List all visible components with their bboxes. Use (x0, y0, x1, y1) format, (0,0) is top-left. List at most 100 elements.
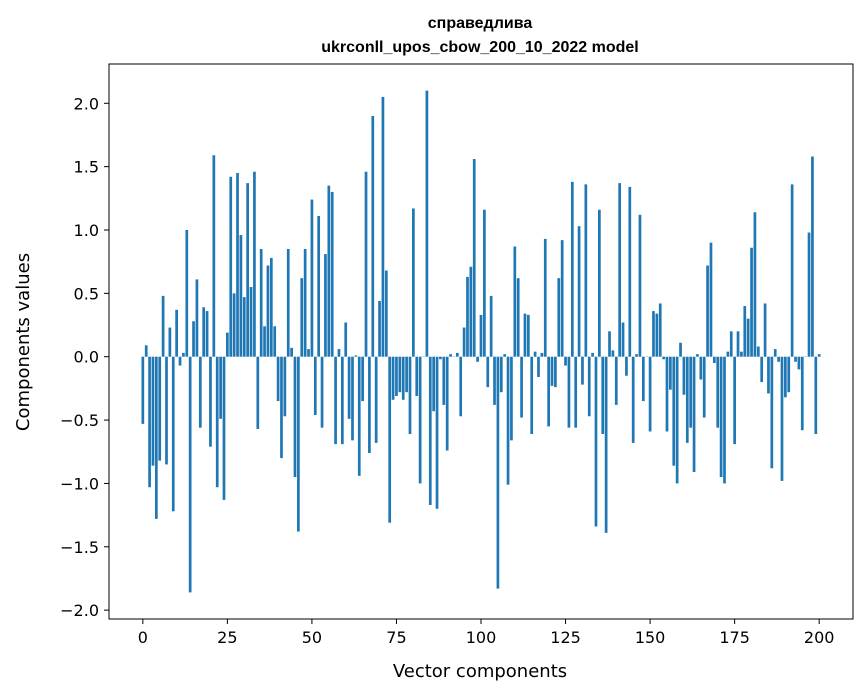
bar-100 (479, 314, 483, 357)
bar-197 (807, 232, 811, 357)
x-axis-label: Vector components (393, 661, 567, 682)
bar-200 (817, 354, 821, 357)
bar-143 (625, 356, 628, 376)
y-tick-label: 0.0 (74, 348, 99, 367)
bar-102 (486, 356, 490, 388)
bar-192 (790, 184, 794, 357)
bar-90 (445, 356, 449, 451)
bar-194 (797, 356, 801, 370)
bar-50 (310, 199, 314, 357)
bar-180 (750, 247, 753, 357)
bar-56 (330, 191, 334, 357)
y-tick-label: −1.0 (60, 474, 99, 493)
bar-49 (307, 349, 310, 357)
bar-187 (773, 349, 777, 357)
bar-182 (756, 346, 760, 357)
bar-140 (614, 356, 618, 405)
bar-21 (212, 155, 216, 357)
bar-101 (483, 209, 486, 357)
bar-27 (232, 293, 236, 357)
bar-71 (381, 96, 385, 357)
bar-64 (357, 356, 361, 476)
bar-137 (604, 356, 608, 533)
bar-104 (493, 356, 496, 405)
bar-7 (165, 356, 168, 465)
bar-131 (584, 184, 588, 357)
bar-167 (706, 265, 709, 357)
x-tick-label: 175 (719, 628, 750, 647)
bar-148 (641, 356, 645, 402)
bar-113 (523, 313, 527, 357)
bar-55 (327, 185, 331, 357)
bar-59 (340, 356, 344, 445)
bar-188 (777, 356, 780, 362)
bar-73 (388, 356, 392, 523)
bar-183 (760, 356, 764, 383)
bar-81 (415, 356, 419, 396)
bar-96 (466, 276, 469, 357)
bar-185 (767, 356, 770, 394)
x-tick-label: 100 (466, 628, 497, 647)
bar-43 (286, 249, 290, 357)
bar-29 (239, 235, 243, 357)
bar-151 (652, 311, 655, 357)
bar-103 (489, 295, 493, 357)
bar-164 (696, 354, 699, 357)
bar-118 (540, 352, 544, 357)
bar-134 (594, 356, 598, 527)
bar-18 (202, 307, 206, 357)
bar-57 (334, 356, 337, 445)
chart-subtitle: ukrconll_upos_cbow_200_10_2022 model (321, 39, 638, 56)
bar-94 (459, 356, 463, 417)
bar-121 (550, 356, 554, 386)
bar-42 (283, 356, 287, 417)
bar-76 (398, 356, 402, 393)
bar-38 (269, 257, 273, 357)
bar-146 (635, 354, 638, 357)
bar-31 (246, 183, 250, 357)
bar-5 (158, 356, 162, 461)
bar-47 (300, 278, 304, 357)
bar-10 (175, 309, 178, 357)
bar-28 (236, 172, 239, 357)
bar-158 (675, 356, 679, 484)
bar-166 (702, 356, 706, 418)
bar-198 (811, 156, 814, 357)
bar-125 (564, 356, 567, 366)
bar-3 (151, 356, 155, 466)
x-tick-label: 75 (386, 628, 406, 647)
y-tick-label: −2.0 (60, 601, 99, 620)
bar-93 (455, 352, 459, 357)
bar-77 (401, 356, 405, 400)
bar-97 (469, 266, 473, 357)
bar-9 (171, 356, 175, 512)
bar-135 (598, 209, 601, 357)
bar-165 (699, 356, 703, 380)
bar-8 (168, 327, 172, 357)
bar-82 (418, 356, 422, 484)
bar-52 (317, 216, 321, 357)
bar-178 (743, 306, 747, 357)
bar-0 (141, 356, 145, 424)
bar-157 (672, 356, 676, 466)
bar-153 (658, 303, 662, 357)
bar-120 (547, 356, 550, 427)
bar-60 (344, 322, 348, 357)
bar-114 (526, 314, 530, 357)
y-tick-label: 1.5 (74, 158, 99, 177)
bar-16 (195, 279, 199, 357)
bar-174 (729, 331, 733, 357)
bar-99 (476, 356, 479, 362)
bar-169 (712, 356, 716, 364)
bar-181 (753, 212, 757, 357)
y-tick-label: 1.0 (74, 221, 99, 240)
bar-186 (770, 356, 774, 469)
bar-61 (347, 356, 351, 419)
bar-14 (188, 356, 192, 593)
bar-70 (378, 300, 381, 357)
y-tick-label: 2.0 (74, 94, 99, 113)
bar-80 (412, 208, 415, 357)
bar-79 (408, 356, 412, 434)
bar-195 (800, 356, 804, 431)
